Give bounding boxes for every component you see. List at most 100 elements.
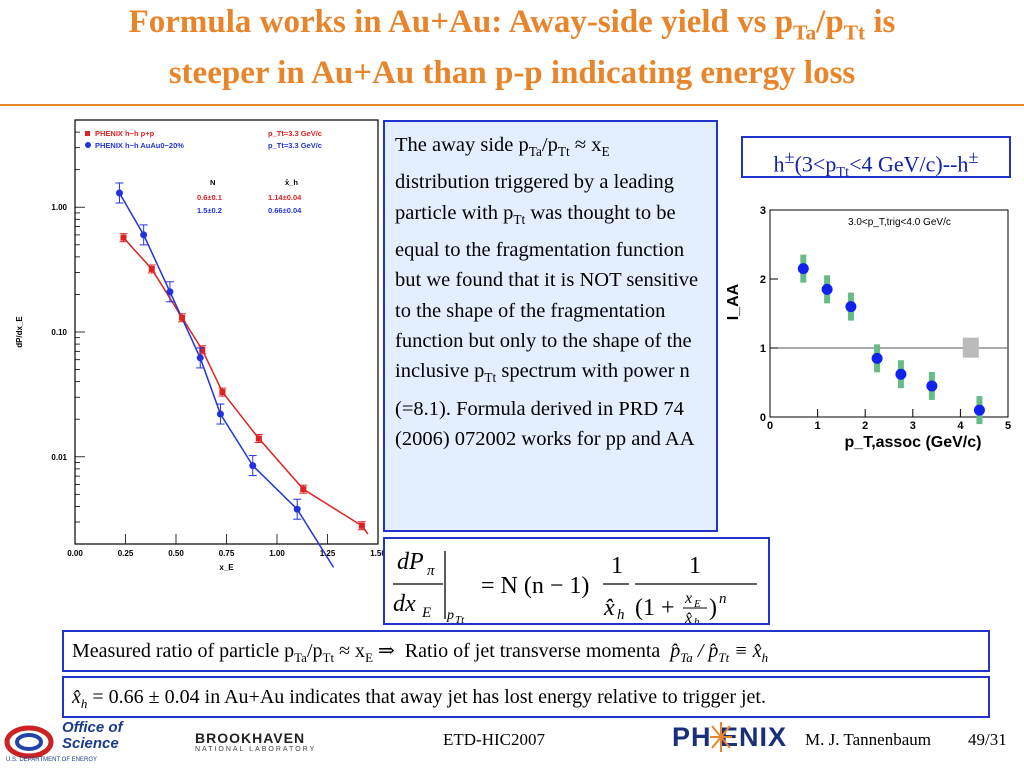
svg-text:E: E — [421, 605, 431, 621]
pp-data-point — [148, 265, 155, 272]
iaa-chart: 0 1 2 3 0 1 2 3 4 5 p_T,assoc (GeV/c) I_AA 3.0<p_T,t… — [725, 205, 1011, 451]
legend-label: PHENIX h−h AuAu0−20% — [95, 141, 184, 150]
svg-text:(1 +: (1 + — [635, 595, 675, 621]
pp-data-point — [358, 522, 365, 529]
y-tick-label: 2 — [760, 274, 766, 286]
plot-frame — [74, 119, 379, 545]
x-axis-label: p_T,assoc (GeV/c) — [845, 434, 982, 451]
pp-data-point — [120, 234, 127, 241]
energy-loss-statement: x̂h = 0.66 ± 0.04 in Au+Au indicates tha… — [62, 676, 990, 718]
slide-title: Formula works in Au+Au: Away-side yield … — [0, 2, 1024, 93]
iaa-data-point — [821, 283, 833, 295]
x-tick-label: 5 — [1005, 420, 1011, 432]
fit-value: 1.5±0.2 — [197, 206, 222, 215]
y-tick-label: 0 — [760, 412, 766, 424]
auau-data-point — [166, 288, 174, 296]
y-tick-label: 0.10 — [51, 328, 67, 337]
pp-data-point — [219, 389, 226, 396]
phenix-starburst-icon — [710, 722, 732, 752]
y-tick-label: 1 — [760, 343, 766, 355]
iaa-data-point — [797, 263, 809, 275]
doe-swirl-icon — [4, 725, 54, 759]
svg-text:= N (n − 1): = N (n − 1) — [481, 573, 589, 599]
pp-data-point — [300, 486, 307, 493]
svg-text:x: x — [684, 590, 692, 607]
pp-data-point — [199, 346, 206, 353]
x-tick-label: 0 — [767, 420, 773, 432]
x-tick-label: 1.00 — [269, 549, 285, 558]
chart-title: 3.0<p_T,trig<4.0 GeV/c — [848, 217, 951, 228]
legend-label: PHENIX h−h p+p — [95, 129, 155, 138]
fit-header: x̂_h — [285, 178, 298, 187]
pp-data-point — [255, 435, 262, 442]
legend-extra: p_Tt=3.3 GeV/c — [268, 129, 322, 138]
auau-data-point — [293, 505, 301, 513]
svg-text:n: n — [719, 591, 727, 607]
auau-data-point — [115, 189, 123, 197]
office-of-text: Office of — [62, 719, 123, 736]
legend-marker — [85, 131, 90, 136]
svg-text:h: h — [617, 607, 625, 623]
x-axis-label: x_E — [219, 563, 234, 572]
svg-text:p: p — [446, 608, 454, 623]
y-axis-label: I_AA — [725, 283, 742, 320]
pp-data-point — [179, 314, 186, 321]
xe-distribution-chart: 0.01 0.10 1.00 0.00 0.25 0.50 0.75 1.00 1.25 1.50… — [15, 119, 385, 572]
fit-header: N — [210, 178, 215, 187]
fit-curve — [118, 192, 335, 568]
svg-text:Tt: Tt — [455, 614, 465, 623]
svg-text:π: π — [427, 563, 435, 579]
iaa-data-point — [973, 404, 985, 416]
svg-text:E: E — [693, 598, 701, 610]
y-tick-label: 3 — [760, 205, 766, 217]
x-tick-label: 1.50 — [370, 549, 385, 558]
svg-text:1: 1 — [689, 553, 701, 579]
x-tick-label: 3 — [910, 420, 916, 432]
svg-text:h: h — [694, 616, 700, 623]
science-text: Science — [62, 735, 119, 752]
x-tick-label: 0.00 — [67, 549, 83, 558]
auau-data-point — [216, 410, 224, 418]
svg-text:x̂: x̂ — [684, 610, 692, 623]
iaa-data-point — [845, 301, 857, 313]
svg-text:dP: dP — [397, 549, 424, 575]
title-divider — [0, 104, 1024, 106]
svg-text:1: 1 — [611, 553, 623, 579]
svg-text:): ) — [709, 595, 717, 621]
plot-frame — [769, 209, 1009, 418]
normalization-band — [962, 337, 979, 358]
y-axis-label: dP/dx_E — [15, 316, 24, 348]
auau-data-point — [140, 231, 148, 239]
x-tick-label: 0.50 — [168, 549, 184, 558]
doe-text: U.S. DEPARTMENT OF ENERGY — [6, 757, 98, 763]
auau-data-point — [196, 354, 204, 362]
fit-value: 0.66±0.04 — [268, 206, 302, 215]
x-tick-label: 0.25 — [118, 549, 134, 558]
author-label: M. J. Tannenbaum — [805, 730, 931, 749]
page-number: 49/31 — [968, 730, 1007, 749]
trigger-range-box: h±(3<pTt<4 GeV/c)--h± — [741, 136, 1011, 181]
conference-label: ETD-HIC2007 — [443, 730, 545, 749]
x-tick-label: 4 — [957, 420, 964, 432]
y-tick-label: 0.01 — [51, 453, 67, 462]
legend-marker — [85, 142, 91, 148]
brookhaven-logo: BROOKHAVEN NATIONAL LABORATORY — [195, 730, 317, 753]
office-of-science-logo: Office of Science U.S. DEPARTMENT OF ENE… — [4, 718, 144, 766]
iaa-data-point — [926, 380, 938, 392]
legend-extra: p_Tt=3.3 GeV/c — [268, 141, 322, 150]
x-tick-label: 1 — [815, 420, 821, 432]
description-box: The away side pTa/pTt ≈ xE distribution … — [383, 120, 718, 532]
svg-text:dx: dx — [393, 591, 416, 617]
iaa-data-point — [895, 368, 907, 380]
x-tick-label: 0.75 — [219, 549, 235, 558]
iaa-data-point — [871, 352, 883, 364]
y-tick-label: 1.00 — [51, 203, 67, 212]
title-line-2: steeper in Au+Au than p-p indicating ene… — [168, 54, 856, 91]
x-tick-label: 1.25 — [320, 549, 336, 558]
fit-value: 1.14±0.04 — [268, 193, 302, 202]
ratio-statement: Measured ratio of particle pTa/pTt ≈ xE … — [62, 630, 990, 672]
fit-value: 0.6±0.1 — [197, 193, 222, 202]
svg-text:x̂: x̂ — [603, 595, 615, 621]
